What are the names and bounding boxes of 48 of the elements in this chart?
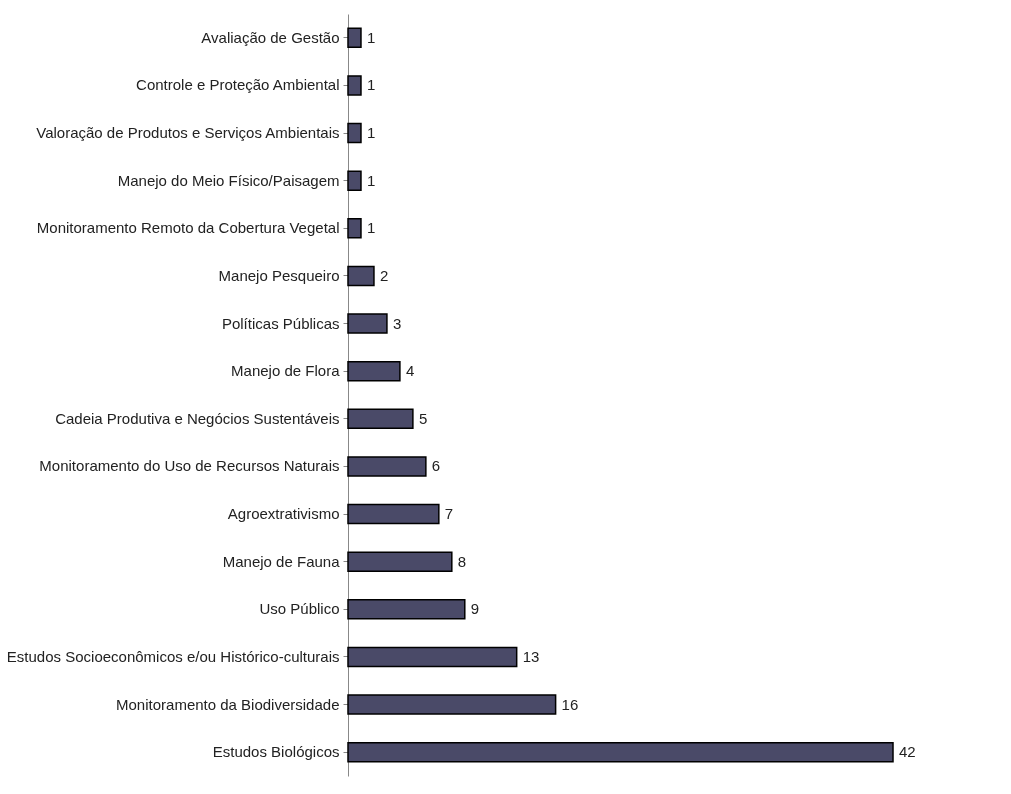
bar	[347, 122, 362, 144]
y-tick-label: Monitoramento do Uso de Recursos Naturais	[39, 457, 340, 475]
y-tick-label: Cadeia Produtiva e Negócios Sustentáveis	[55, 409, 340, 427]
y-tick-label: Políticas Públicas	[221, 314, 340, 332]
data-label: 13	[522, 647, 540, 665]
bar	[347, 646, 518, 668]
data-label: 3	[392, 314, 402, 332]
bar	[347, 360, 401, 382]
y-tick-label: Avaliação de Gestão	[201, 28, 340, 46]
bar	[347, 599, 466, 620]
data-label: 16	[561, 695, 579, 713]
data-label: 1	[366, 28, 376, 46]
data-label: 8	[457, 552, 467, 570]
data-label: 1	[366, 171, 376, 189]
y-tick-label: Valoração de Produtos e Serviços Ambientais	[36, 124, 340, 142]
y-tick-label: Controle e Proteção Ambiental	[136, 76, 340, 94]
bar	[347, 218, 362, 239]
y-tick-label: Agroextrativismo	[227, 505, 340, 523]
data-label: 1	[366, 76, 376, 94]
data-label: 1	[366, 219, 376, 237]
y-tick-label: Estudos Biológicos	[212, 743, 340, 761]
bar	[347, 265, 375, 287]
bar	[347, 551, 453, 572]
bar	[347, 456, 427, 477]
y-tick-label: Manejo Pesqueiro	[218, 266, 340, 284]
bar	[347, 741, 894, 763]
bar	[347, 27, 362, 49]
y-tick-label: Manejo de Flora	[231, 362, 341, 380]
y-tick-label: Monitoramento da Biodiversidade	[116, 695, 340, 713]
data-label: 2	[379, 266, 389, 284]
data-label: 7	[444, 505, 454, 523]
data-label: 4	[405, 362, 415, 380]
bar	[347, 503, 440, 525]
bar	[347, 313, 388, 334]
y-tick-label: Manejo de Fauna	[222, 552, 341, 570]
data-label: 9	[470, 600, 480, 618]
bar	[347, 694, 557, 715]
data-label: 42	[899, 743, 916, 761]
data-label: 6	[431, 457, 441, 475]
y-tick-label: Uso Público	[259, 600, 340, 618]
bar	[347, 408, 414, 430]
data-label: 5	[418, 409, 428, 427]
data-label: 1	[366, 124, 376, 142]
bar	[347, 170, 362, 191]
y-tick-label: Monitoramento Remoto da Cobertura Vegetal	[36, 219, 340, 237]
y-tick-label: Manejo do Meio Físico/Paisagem	[117, 171, 340, 189]
y-tick-label: Estudos Socioeconômicos e/ou Histórico-culturais	[6, 647, 340, 665]
bar	[347, 75, 362, 96]
